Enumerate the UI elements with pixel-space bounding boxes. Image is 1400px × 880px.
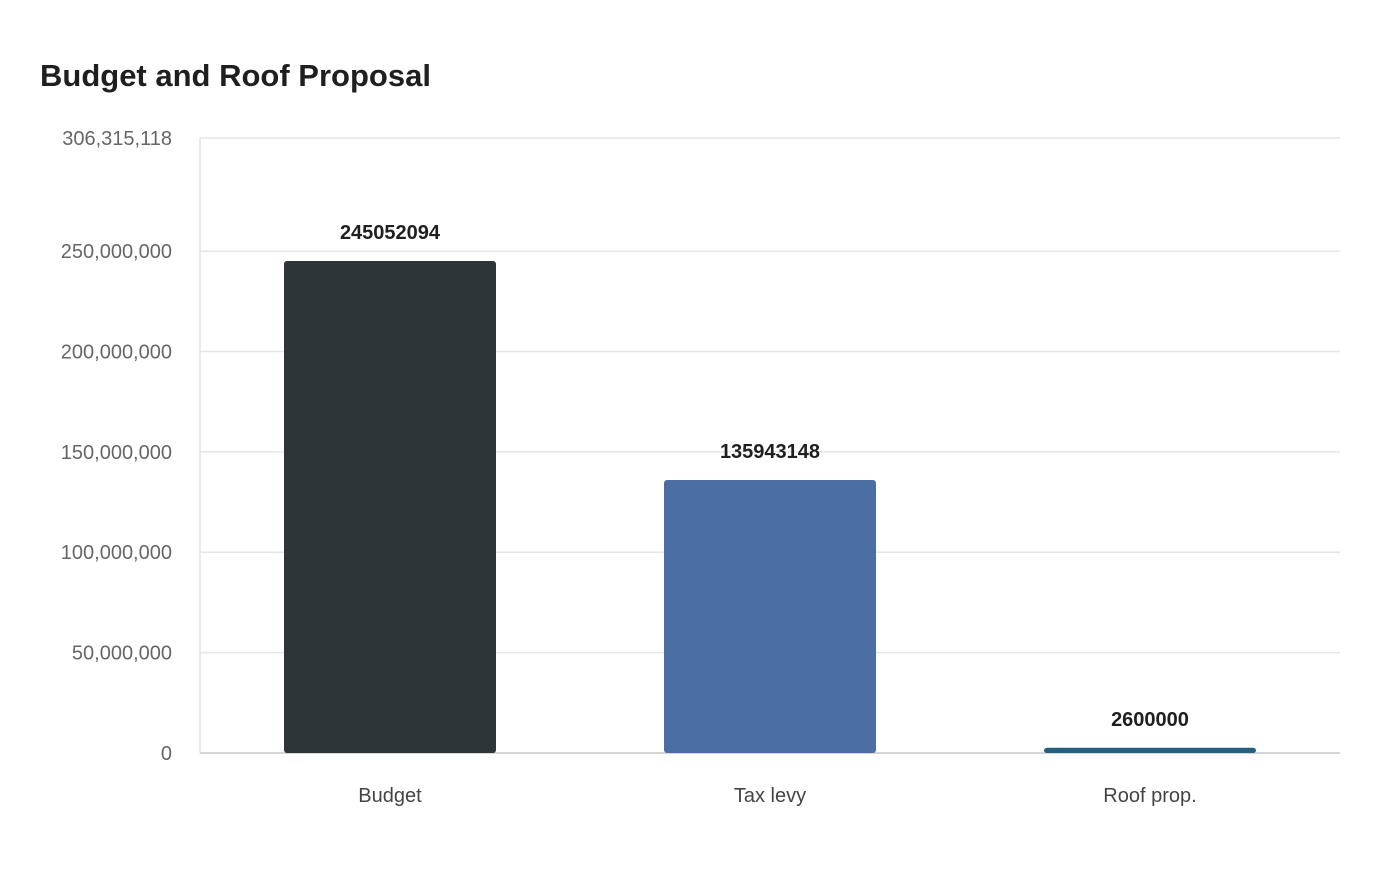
data-label: 2600000 <box>1111 709 1189 731</box>
y-tick-label: 150,000,000 <box>61 442 172 464</box>
y-tick-label: 200,000,000 <box>61 341 172 363</box>
x-category-label: Budget <box>358 785 422 807</box>
bar-roof-prop <box>1044 747 1256 753</box>
data-labels: 245052094 135943148 2600000 <box>340 222 1189 731</box>
y-tick-label: 50,000,000 <box>72 643 172 665</box>
y-tick-label: 0 <box>161 743 172 765</box>
chart-title: Budget and Roof Proposal <box>40 58 431 93</box>
x-category-label: Tax levy <box>734 785 806 807</box>
bars <box>284 261 1256 753</box>
y-tick-label: 250,000,000 <box>61 241 172 263</box>
data-label: 135943148 <box>720 441 820 463</box>
y-tick-labels: 0 50,000,000 100,000,000 150,000,000 200,000… <box>61 128 172 765</box>
y-tick-label: 100,000,000 <box>61 542 172 564</box>
bar-budget <box>284 261 496 753</box>
category-labels: Budget Tax levy Roof prop. <box>358 785 1196 807</box>
data-label: 245052094 <box>340 222 441 244</box>
y-tick-label: 306,315,118 <box>62 128 172 150</box>
x-category-label: Roof prop. <box>1103 785 1196 807</box>
bar-tax-levy <box>664 480 876 753</box>
